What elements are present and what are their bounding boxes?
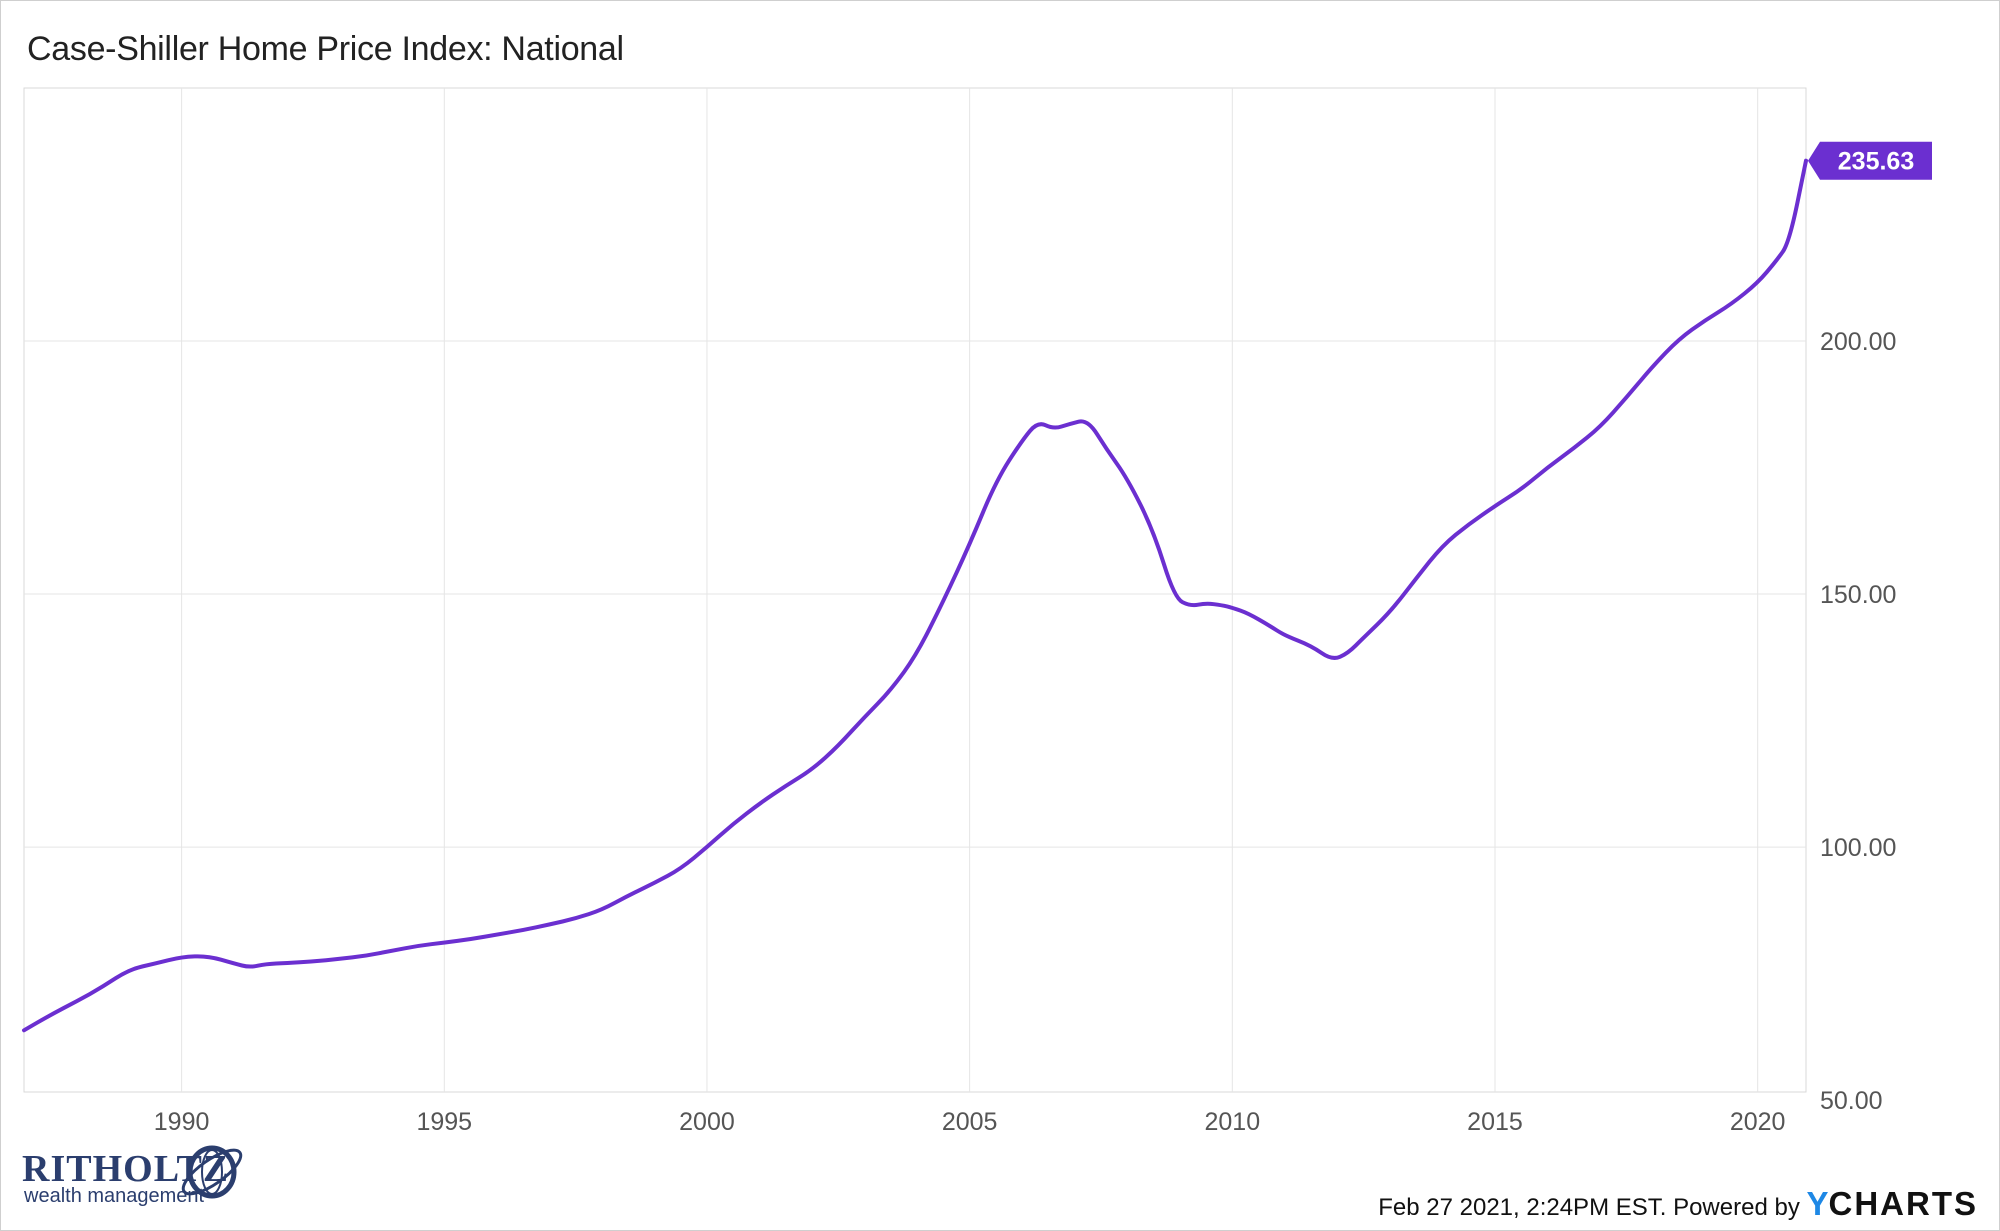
y-axis-ticks: 50.00 100.00 150.00 200.00 <box>1820 328 1896 1115</box>
logo-subtitle: wealth management <box>24 1185 205 1207</box>
series-group <box>22 158 1808 1033</box>
x-tick-label: 2005 <box>942 1108 998 1136</box>
y-tick-label: 200.00 <box>1820 328 1896 356</box>
y-tick-label: 50.00 <box>1820 1087 1883 1115</box>
globe-logo-icon <box>181 1145 243 1199</box>
footer-timestamp: Feb 27 2021, 2:24PM EST. Powered by <box>1378 1194 1807 1221</box>
y-tick-label: 150.00 <box>1820 581 1896 609</box>
x-tick-label: 1995 <box>416 1108 472 1136</box>
y-tick-label: 100.00 <box>1820 834 1896 862</box>
last-value-label: 235.63 <box>1838 148 1914 176</box>
chart-title: Case-Shiller Home Price Index: National <box>27 30 624 68</box>
x-tick-label: 2015 <box>1467 1108 1523 1136</box>
last-value-flag <box>1808 141 1932 180</box>
plot-area-border <box>23 87 1807 1093</box>
ritholtz-logo: RITHOLTZ wealth management <box>22 1145 243 1207</box>
x-tick-label: 2020 <box>1730 1108 1786 1136</box>
x-tick-label: 1990 <box>154 1108 210 1136</box>
last-value-marker: 235.63 <box>1808 141 1932 180</box>
x-axis-ticks: 1990 1995 2000 2005 2010 2015 2020 <box>154 1108 1786 1136</box>
footer-attribution: Feb 27 2021, 2:24PM EST. Powered by YCHA… <box>1378 1185 1978 1223</box>
grid-lines <box>23 87 1807 1093</box>
series-line <box>22 158 1808 1033</box>
ycharts-brand-y: Y <box>1806 1185 1829 1222</box>
x-tick-label: 2010 <box>1205 1108 1261 1136</box>
ycharts-brand-name: CHARTS <box>1828 1185 1978 1222</box>
x-tick-label: 2000 <box>679 1108 735 1136</box>
